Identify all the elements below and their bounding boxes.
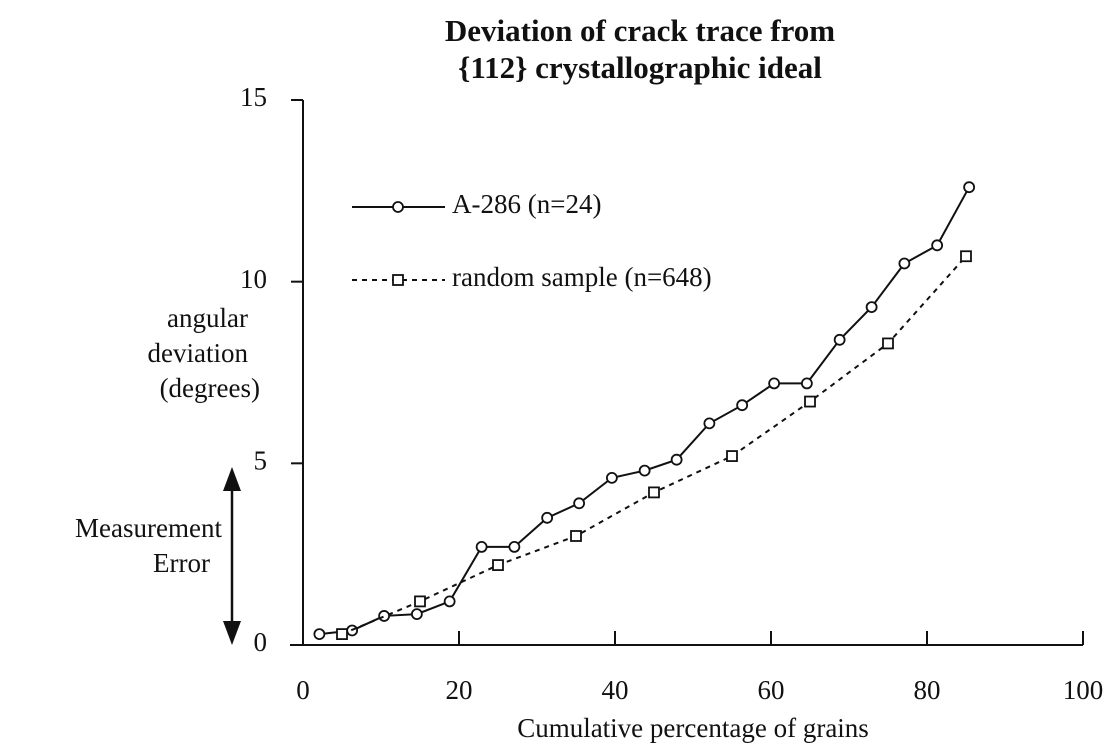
marker — [443, 595, 456, 608]
legend-marker — [392, 201, 404, 213]
marker — [931, 239, 944, 252]
marker — [410, 608, 423, 621]
marker — [865, 301, 878, 314]
marker — [492, 559, 504, 571]
x-tick-label: 20 — [446, 675, 473, 705]
marker — [414, 595, 426, 608]
series-line — [319, 186, 970, 636]
marker — [638, 464, 651, 477]
x-tick-label: 60 — [758, 675, 785, 705]
marker — [670, 453, 683, 466]
marker — [882, 337, 894, 350]
legend-marker — [392, 274, 404, 286]
legend-label: random sample (n=648) — [452, 262, 712, 292]
chart-title: {112} crystallographic ideal — [458, 50, 822, 85]
y-axis-label: angular — [167, 303, 248, 333]
marker — [508, 541, 521, 553]
marker — [898, 257, 911, 270]
marker — [570, 530, 582, 542]
x-tick-label: 80 — [914, 675, 941, 705]
x-tick-label: 100 — [1063, 675, 1104, 705]
marker — [313, 628, 326, 640]
marker — [736, 399, 749, 412]
marker — [963, 181, 976, 194]
x-tick-label: 0 — [296, 675, 310, 705]
marker — [768, 377, 781, 390]
y-tick-label: 5 — [254, 446, 268, 476]
marker — [378, 610, 391, 622]
y-axis-label: deviation — [148, 338, 249, 368]
marker — [703, 417, 716, 430]
marker — [336, 628, 348, 640]
legend-label: A-286 (n=24) — [452, 189, 601, 219]
marker — [475, 541, 488, 553]
y-tick-label: 15 — [240, 82, 267, 112]
arrow-head — [223, 621, 241, 645]
arrow-head — [223, 466, 241, 491]
annotation-text: Measurement — [75, 513, 222, 543]
marker — [605, 471, 618, 484]
marker — [800, 377, 813, 390]
x-tick-label: 40 — [602, 675, 629, 705]
marker — [541, 511, 554, 524]
y-axis-label: (degrees) — [160, 373, 260, 403]
marker — [960, 250, 972, 263]
chart-title: Deviation of crack trace from — [445, 13, 835, 48]
marker — [573, 497, 586, 510]
annotation-text: Error — [153, 548, 210, 578]
marker — [833, 333, 846, 346]
marker — [726, 450, 738, 462]
marker — [648, 486, 660, 499]
x-axis-label: Cumulative percentage of grains — [517, 713, 869, 743]
y-tick-label: 10 — [240, 264, 267, 294]
y-tick-label: 0 — [254, 627, 268, 657]
marker — [804, 395, 816, 408]
